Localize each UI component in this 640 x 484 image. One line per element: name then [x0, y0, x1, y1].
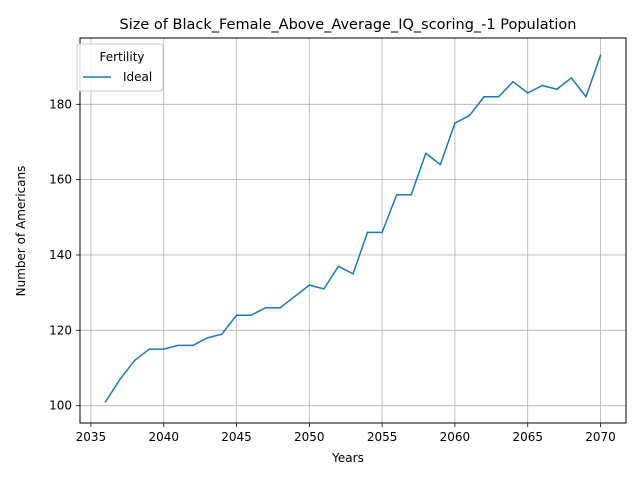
data-point: [148, 348, 150, 350]
data-point: [221, 333, 223, 335]
series-layer: [104, 54, 602, 403]
legend-label-ideal: Ideal: [123, 70, 152, 84]
y-tick-label: 160: [49, 173, 72, 187]
data-point: [381, 231, 383, 234]
x-axis-ticks: 2035 2040 2045 2050 2055 2060 2065 2070: [76, 423, 616, 444]
x-tick-label: 2070: [585, 430, 616, 444]
data-point: [133, 359, 136, 362]
y-tick-label: 100: [49, 399, 72, 413]
data-point: [439, 163, 442, 166]
plot-frame: [79, 37, 627, 424]
x-tick-label: 2060: [440, 430, 471, 444]
data-point: [264, 306, 267, 309]
data-point: [366, 231, 369, 234]
y-tick-label: 180: [49, 97, 72, 111]
y-tick-label: 120: [49, 323, 72, 337]
y-axis-ticks: 100 120 140 160 180: [49, 97, 80, 413]
x-tick-label: 2065: [512, 430, 543, 444]
x-tick-label: 2045: [221, 430, 252, 444]
y-axis-label: Number of Americans: [14, 166, 28, 297]
data-point: [512, 80, 514, 83]
data-point: [177, 344, 180, 347]
data-point: [293, 295, 296, 298]
data-point: [104, 401, 107, 403]
data-point: [279, 306, 282, 309]
data-point: [410, 193, 413, 196]
grid-lines: [80, 38, 626, 423]
data-point: [497, 95, 500, 98]
data-point: [483, 95, 485, 98]
data-point: [454, 122, 456, 124]
data-point: [235, 314, 238, 317]
legend: Fertility Ideal: [76, 43, 164, 92]
data-point: [425, 152, 427, 155]
data-point: [323, 288, 325, 290]
data-point: [192, 344, 194, 347]
legend-box: [76, 43, 164, 92]
x-tick-label: 2055: [367, 430, 398, 444]
data-point: [395, 193, 398, 196]
data-point: [162, 348, 165, 350]
data-point: [337, 265, 340, 268]
data-point: [352, 273, 354, 275]
x-axis-label: Years: [331, 451, 364, 465]
x-tick-label: 2040: [148, 430, 179, 444]
x-tick-label: 2050: [294, 430, 325, 444]
data-point: [541, 84, 544, 87]
data-point: [556, 88, 558, 91]
data-point: [308, 284, 311, 286]
legend-title: Fertility: [99, 50, 144, 64]
data-point: [526, 92, 529, 94]
data-point: [570, 77, 573, 79]
data-point: [599, 54, 602, 57]
x-tick-label: 2035: [76, 430, 107, 444]
chart-title: Size of Black_Female_Above_Average_IQ_sc…: [120, 17, 577, 33]
data-point: [585, 95, 587, 98]
data-point: [250, 314, 252, 317]
data-point: [468, 114, 471, 117]
y-tick-label: 140: [49, 248, 72, 262]
data-point: [119, 378, 121, 381]
data-point: [206, 337, 209, 339]
